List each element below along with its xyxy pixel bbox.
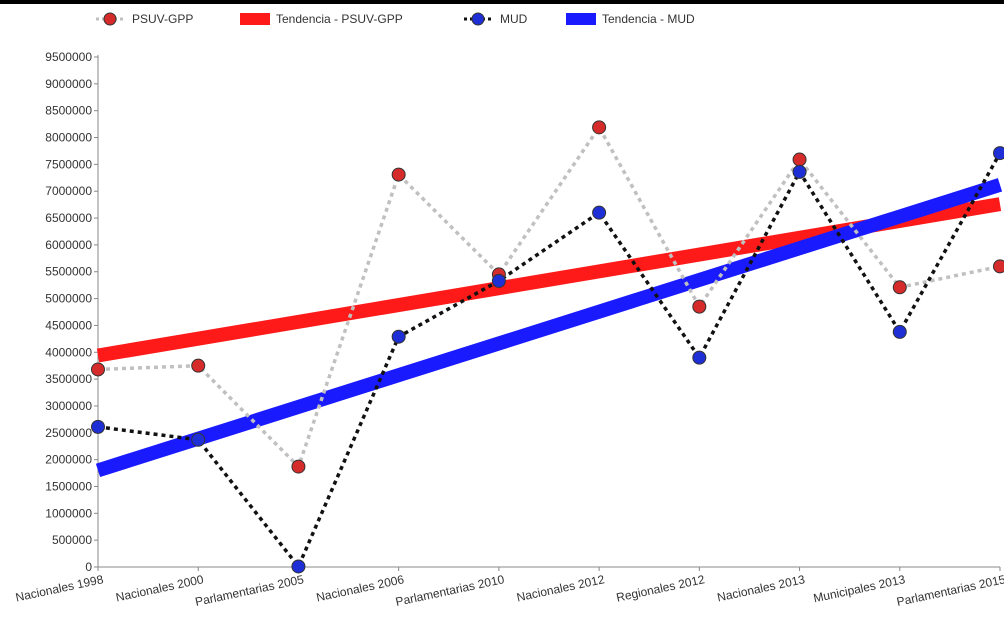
legend-label: PSUV-GPP <box>132 12 193 26</box>
legend: PSUV-GPP Tendencia - PSUV-GPP MUD Tendencia… <box>96 12 695 26</box>
data-point <box>291 459 306 474</box>
data-point <box>592 120 607 135</box>
y-tick-label: 9000000 <box>45 77 92 91</box>
y-tick-label: 8500000 <box>45 104 92 118</box>
data-point <box>491 273 506 288</box>
data-point <box>692 350 707 365</box>
data-point <box>692 299 707 314</box>
data-point <box>892 324 907 339</box>
data-point <box>91 362 105 377</box>
y-tick-label: 8000000 <box>45 131 92 145</box>
y-tick-label: 500000 <box>52 533 92 547</box>
data-point <box>291 559 306 574</box>
legend-marker <box>471 12 485 26</box>
legend-swatch <box>566 13 596 25</box>
y-tick-label: 1500000 <box>45 479 92 493</box>
y-tick-label: 3500000 <box>45 372 92 386</box>
trendlines <box>95 178 1003 478</box>
trendline <box>95 178 1003 478</box>
axes: 0 500000 1000000 1500000 2000000 2500000 30000… <box>45 50 1001 574</box>
data-point <box>191 358 206 373</box>
legend-swatch <box>240 13 270 25</box>
data-point <box>792 164 807 179</box>
y-tick-label: 4500000 <box>45 318 92 332</box>
y-tick-label: 6000000 <box>45 238 92 252</box>
data-point <box>91 419 105 434</box>
data-point <box>993 259 1004 274</box>
series-group <box>91 120 1004 574</box>
y-tick-label: 9500000 <box>45 50 92 64</box>
legend-label: Tendencia - PSUV-GPP <box>276 12 403 26</box>
data-point <box>191 432 206 447</box>
data-point <box>391 167 406 182</box>
y-tick-label: 4000000 <box>45 345 92 359</box>
data-point <box>892 280 907 295</box>
data-point <box>993 146 1004 161</box>
legend-marker <box>103 12 117 26</box>
data-point <box>592 205 607 220</box>
y-tick-label: 2500000 <box>45 426 92 440</box>
y-tick-label: 2000000 <box>45 453 92 467</box>
legend-label: Tendencia - MUD <box>602 12 695 26</box>
y-tick-label: 5500000 <box>45 265 92 279</box>
y-tick-label: 3000000 <box>45 399 92 413</box>
y-tick-label: 0 <box>85 560 92 574</box>
series-line <box>97 152 1002 570</box>
y-tick-label: 6500000 <box>45 211 92 225</box>
y-tick-label: 5000000 <box>45 292 92 306</box>
legend-label: MUD <box>500 12 528 26</box>
series-line <box>97 124 1001 470</box>
y-tick-label: 7500000 <box>45 157 92 171</box>
y-tick-label: 7000000 <box>45 184 92 198</box>
y-tick-label: 1000000 <box>45 506 92 520</box>
data-point <box>391 329 406 344</box>
data-point <box>792 152 807 167</box>
